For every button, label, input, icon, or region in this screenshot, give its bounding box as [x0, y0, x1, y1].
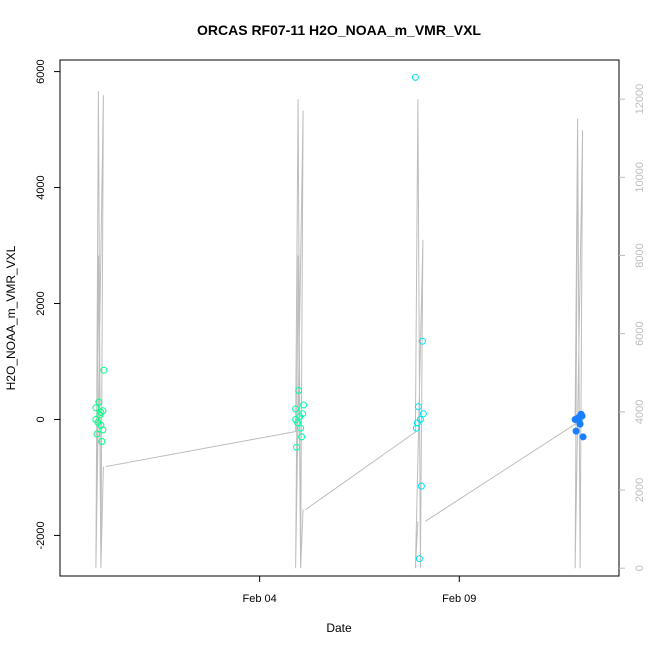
- data-point: [417, 482, 425, 490]
- y2-tick-label: 8000: [634, 243, 646, 267]
- data-point: [294, 419, 302, 427]
- secondary-connector-line: [105, 430, 297, 468]
- plot-frame: [59, 59, 620, 577]
- data-point: [579, 433, 587, 441]
- secondary-series-layer: [95, 91, 584, 569]
- data-point: [300, 401, 308, 409]
- scatter-points-layer: [92, 73, 587, 563]
- secondary-connector-line: [425, 423, 577, 522]
- y2-tick-label: 6000: [634, 321, 646, 345]
- data-point: [572, 427, 580, 435]
- x-tick-label: Feb 04: [243, 593, 277, 605]
- y2-tick-label: 4000: [634, 400, 646, 424]
- data-point: [577, 410, 585, 418]
- data-point: [100, 366, 108, 374]
- data-point: [411, 73, 419, 81]
- secondary-connector-line: [305, 430, 417, 510]
- secondary-series-line: [295, 99, 304, 569]
- y2-tick-label: 0: [634, 565, 646, 571]
- x-tick-label: Feb 09: [442, 593, 476, 605]
- y-tick-label: 0: [35, 416, 47, 422]
- data-point: [97, 409, 105, 416]
- y-tick-label: 6000: [35, 59, 47, 83]
- data-point: [292, 405, 300, 413]
- data-point: [298, 433, 306, 441]
- data-point: [414, 403, 422, 411]
- secondary-series-line: [574, 118, 584, 569]
- y2-tick-label: 10000: [634, 162, 646, 193]
- y2-tick-label: 12000: [634, 84, 646, 115]
- chart-title: ORCAS RF07-11 H2O_NOAA_m_VMR_VXL: [197, 22, 481, 38]
- data-point: [98, 438, 106, 445]
- y-tick-label: -2000: [35, 521, 47, 549]
- data-point: [297, 424, 305, 432]
- data-point: [575, 417, 583, 425]
- data-point: [293, 443, 301, 451]
- data-point: [296, 413, 304, 421]
- data-point: [419, 410, 427, 418]
- data-point: [93, 430, 101, 438]
- data-point: [94, 418, 102, 426]
- y-axis-label: H2O_NOAA_m_VMR_VXL: [4, 245, 18, 390]
- data-point: [95, 398, 103, 406]
- data-point: [413, 419, 421, 427]
- data-point: [99, 426, 107, 434]
- axes-layer: -2000 0 2000 4000 6000 0 2000 4000 6000 8000 10000…: [35, 59, 646, 605]
- secondary-series-line: [95, 91, 104, 569]
- y-tick-label: 4000: [35, 175, 47, 199]
- data-point: [415, 555, 423, 563]
- y-tick-label: 2000: [35, 291, 47, 315]
- data-point: [412, 424, 420, 432]
- data-point: [92, 404, 100, 412]
- x-axis-label: Date: [326, 621, 352, 635]
- data-point: [418, 337, 426, 345]
- data-point: [295, 387, 303, 394]
- y2-tick-label: 2000: [634, 478, 646, 502]
- secondary-series-line: [414, 99, 424, 569]
